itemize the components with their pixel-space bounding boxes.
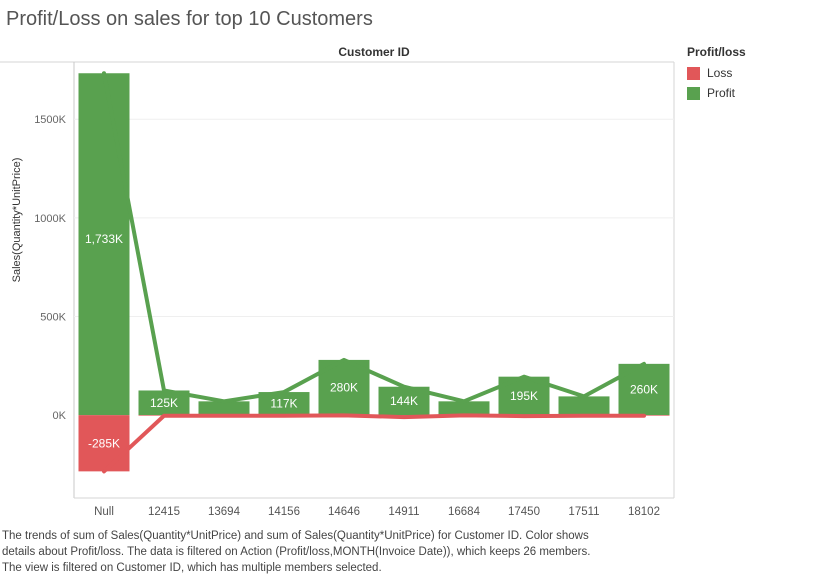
profit-bar [618,363,670,416]
legend-label-loss: Loss [707,66,733,80]
x-tick-label: 14911 [388,506,419,518]
legend-item-loss[interactable]: Loss [687,63,746,83]
loss-bar [138,415,190,416]
y-tick-label: 0K [53,410,67,422]
caption-line-3: The view is filtered on Customer ID, whi… [2,562,382,574]
caption-line-2: details about Profit/loss. The data is f… [2,546,591,558]
y-tick-label: 500K [40,311,66,323]
profit-bar [558,396,610,416]
chart-title: Profit/Loss on sales for top 10 Customer… [6,8,373,30]
profit-bar [498,376,550,416]
loss-bar [558,415,610,416]
x-tick-label: 14156 [268,506,300,518]
x-tick-label: 13694 [208,506,241,518]
x-tick-label: 14646 [328,506,360,518]
profit-data-label: 125K [150,396,178,410]
x-tick-label: 12415 [148,506,180,518]
loss-bar [258,415,310,416]
x-tick-label: 16684 [448,506,481,518]
x-tick-label: Null [94,506,114,518]
x-tick-label: 17450 [508,506,540,518]
loss-bar [198,415,250,416]
profit-bar [138,390,190,416]
profit-bar [198,401,250,416]
column-header: Customer ID [338,45,410,59]
profit-bar [438,401,490,416]
profit-swatch [687,86,700,100]
loss-swatch [687,66,700,80]
x-tick-label: 17511 [568,506,599,518]
legend: Profit/loss Loss Profit [687,45,746,103]
profit-bar [318,359,370,416]
loss-bar [618,415,670,416]
y-axis-title: Sales(Quantity*UnitPrice) [11,158,23,283]
profit-trend-line [102,71,646,404]
profit-data-label: 195K [510,389,538,403]
profit-data-label: 280K [330,381,358,395]
profit-bar [78,73,130,416]
legend-label-profit: Profit [707,86,736,100]
profit-data-label: 117K [270,397,297,411]
profit-bar [378,386,430,416]
loss-data-label: -285K [88,436,120,450]
y-tick-label: 1500K [34,114,66,126]
profit-data-label: 144K [390,394,418,408]
y-tick-label: 1000K [34,213,66,225]
caption-line-1: The trends of sum of Sales(Quantity*Unit… [2,530,589,542]
profit-data-label: 1,733K [85,232,123,246]
caption: The trends of sum of Sales(Quantity*Unit… [2,528,702,576]
x-tick-label: 18102 [628,506,660,518]
loss-bar [78,415,130,472]
legend-item-profit[interactable]: Profit [687,83,746,103]
profit-bar [258,392,310,416]
loss-bar [498,415,550,417]
loss-bar [378,415,430,418]
loss-trend-line [102,413,646,474]
legend-title: Profit/loss [687,45,746,59]
profit-data-label: 260K [630,382,658,396]
